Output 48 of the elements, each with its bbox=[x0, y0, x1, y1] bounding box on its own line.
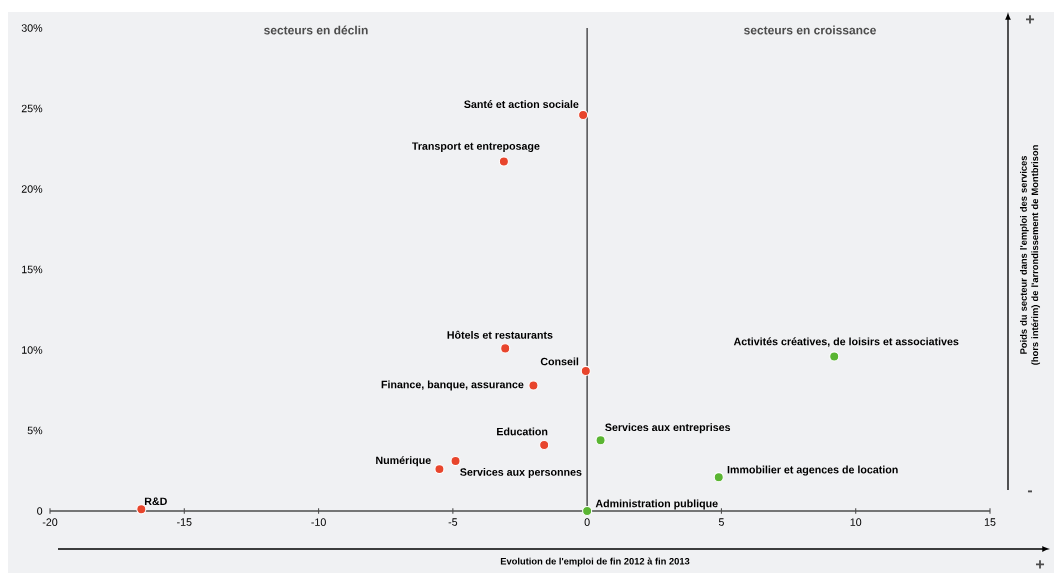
point bbox=[713, 472, 724, 483]
annotation: Hôtels et restaurants bbox=[447, 330, 553, 339]
point bbox=[136, 504, 147, 515]
x-axis-title: Evolution de l'emploi de fin 2012 à fin 2013 bbox=[500, 557, 690, 567]
point bbox=[500, 343, 511, 354]
x-tick-label: 0 bbox=[584, 518, 590, 526]
y-tick-label: 5% bbox=[27, 426, 43, 435]
point bbox=[528, 380, 539, 391]
text: + bbox=[1036, 560, 1045, 569]
annotation: R&D bbox=[144, 497, 167, 506]
point bbox=[582, 505, 593, 517]
annotation: Finance, banque, assurance bbox=[381, 380, 524, 391]
annotation: Numérique bbox=[376, 456, 431, 467]
y-tick-label: 30% bbox=[21, 24, 43, 32]
point bbox=[450, 456, 461, 467]
x-tick-label: -15 bbox=[177, 518, 192, 526]
point bbox=[578, 109, 589, 121]
y-tick-label: 0 bbox=[37, 507, 43, 515]
point bbox=[539, 439, 550, 451]
point bbox=[580, 365, 591, 376]
y-tick-label: 20% bbox=[21, 185, 43, 193]
x-tick-label: 5 bbox=[718, 518, 724, 526]
x-tick-label: -5 bbox=[448, 518, 458, 526]
annotation: Transport et entreposage bbox=[412, 142, 540, 153]
y-tick-label: 25% bbox=[21, 104, 43, 113]
annotation: Immobilier et agences de location bbox=[727, 465, 898, 476]
x-tick-label: 15 bbox=[984, 518, 996, 526]
x-tick-label: -10 bbox=[311, 518, 326, 526]
y-tick-label: 15% bbox=[22, 265, 43, 274]
y-tick-label: 10% bbox=[22, 346, 43, 354]
point bbox=[829, 351, 840, 362]
point bbox=[595, 435, 606, 446]
annotation: Activités créatives, de loisirs et associatives bbox=[733, 337, 959, 347]
text: + bbox=[1026, 15, 1035, 24]
annotation: Services aux personnes bbox=[460, 468, 582, 478]
annotation: Conseil bbox=[540, 357, 579, 366]
text: - bbox=[1027, 490, 1033, 493]
annotation: secteurs en croissance bbox=[744, 25, 876, 35]
point bbox=[434, 464, 445, 475]
x-tick-label: 10 bbox=[850, 518, 862, 526]
point bbox=[498, 156, 509, 167]
annotation: Administration publique bbox=[595, 499, 718, 510]
y-axis-title: Poids du secteur dans l'emploi des services (hors intérim) de l'arrondissement de Montbrison bbox=[1019, 145, 1041, 365]
annotation: Santé et action sociale bbox=[464, 100, 579, 108]
annotation: Services aux entreprises bbox=[605, 423, 731, 434]
annotation: Education bbox=[497, 427, 548, 436]
x-tick-label: -20 bbox=[42, 518, 58, 526]
annotation: secteurs en déclin bbox=[264, 25, 368, 35]
